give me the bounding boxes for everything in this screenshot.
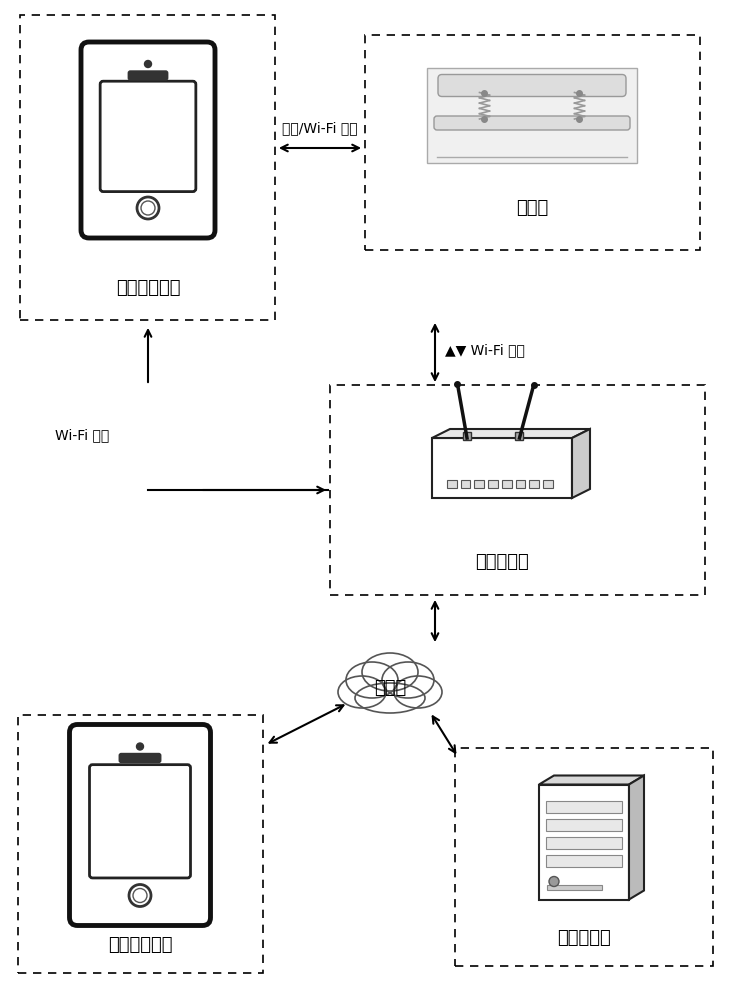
FancyBboxPatch shape (515, 432, 523, 440)
Ellipse shape (394, 676, 442, 708)
FancyBboxPatch shape (81, 42, 215, 238)
Bar (539, 784, 629, 900)
Bar (547, 884, 602, 890)
Circle shape (145, 60, 151, 68)
Bar (488, 480, 498, 488)
FancyBboxPatch shape (438, 75, 626, 97)
FancyBboxPatch shape (119, 754, 161, 762)
Ellipse shape (362, 653, 418, 691)
Polygon shape (629, 776, 644, 900)
Text: Wi-Fi 传输: Wi-Fi 传输 (55, 428, 110, 442)
Ellipse shape (346, 662, 398, 698)
Text: 智能移动终端: 智能移动终端 (115, 279, 180, 297)
Text: 晾衣架: 晾衣架 (516, 199, 548, 217)
Bar (461, 480, 470, 488)
FancyBboxPatch shape (546, 818, 622, 830)
Bar (20, 15, 275, 320)
Circle shape (141, 201, 155, 215)
Bar (455, 748, 713, 966)
Text: ▲▼ Wi-Fi 传输: ▲▼ Wi-Fi 传输 (445, 343, 525, 357)
FancyBboxPatch shape (129, 71, 168, 80)
Circle shape (549, 876, 559, 886)
Text: 互联网: 互联网 (374, 679, 406, 697)
Bar (330, 385, 705, 595)
Text: 无线路由器: 无线路由器 (475, 553, 529, 571)
FancyBboxPatch shape (427, 68, 637, 162)
Circle shape (137, 197, 159, 219)
Bar (516, 480, 526, 488)
Ellipse shape (338, 676, 386, 708)
FancyBboxPatch shape (432, 438, 572, 498)
Circle shape (129, 884, 151, 906)
Bar (502, 480, 512, 488)
Bar (543, 480, 553, 488)
Text: 智能移动终端: 智能移动终端 (108, 936, 172, 954)
Bar (447, 480, 456, 488)
FancyBboxPatch shape (463, 432, 471, 440)
Text: 云端服务器: 云端服务器 (557, 929, 611, 947)
Bar (529, 480, 539, 488)
Polygon shape (432, 429, 590, 438)
Ellipse shape (382, 662, 434, 698)
Polygon shape (572, 429, 590, 498)
FancyBboxPatch shape (546, 836, 622, 848)
Text: 蓝牙/Wi-Fi 传输: 蓝牙/Wi-Fi 传输 (282, 121, 358, 135)
Bar (18, 715, 263, 973)
FancyBboxPatch shape (70, 724, 210, 926)
Ellipse shape (355, 683, 425, 713)
FancyBboxPatch shape (100, 81, 196, 192)
Bar (475, 480, 484, 488)
FancyBboxPatch shape (546, 800, 622, 812)
Circle shape (133, 888, 147, 902)
FancyBboxPatch shape (546, 854, 622, 866)
Circle shape (137, 743, 143, 750)
FancyBboxPatch shape (90, 765, 190, 878)
FancyBboxPatch shape (434, 116, 630, 130)
Bar (365, 35, 700, 250)
Polygon shape (539, 776, 644, 784)
